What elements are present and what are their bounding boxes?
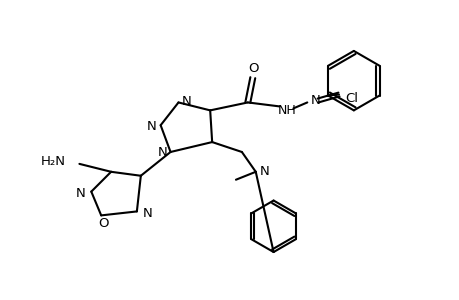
Text: H₂N: H₂N [40, 155, 65, 168]
Text: N: N [142, 207, 152, 220]
Text: O: O [98, 217, 108, 230]
Text: N: N [310, 94, 319, 107]
Text: N: N [75, 187, 85, 200]
Text: O: O [248, 62, 258, 75]
Text: N: N [157, 146, 167, 160]
Text: Cl: Cl [345, 92, 358, 105]
Text: N: N [259, 165, 269, 178]
Text: N: N [146, 120, 157, 133]
Text: NH: NH [278, 104, 296, 117]
Text: N: N [181, 95, 191, 108]
